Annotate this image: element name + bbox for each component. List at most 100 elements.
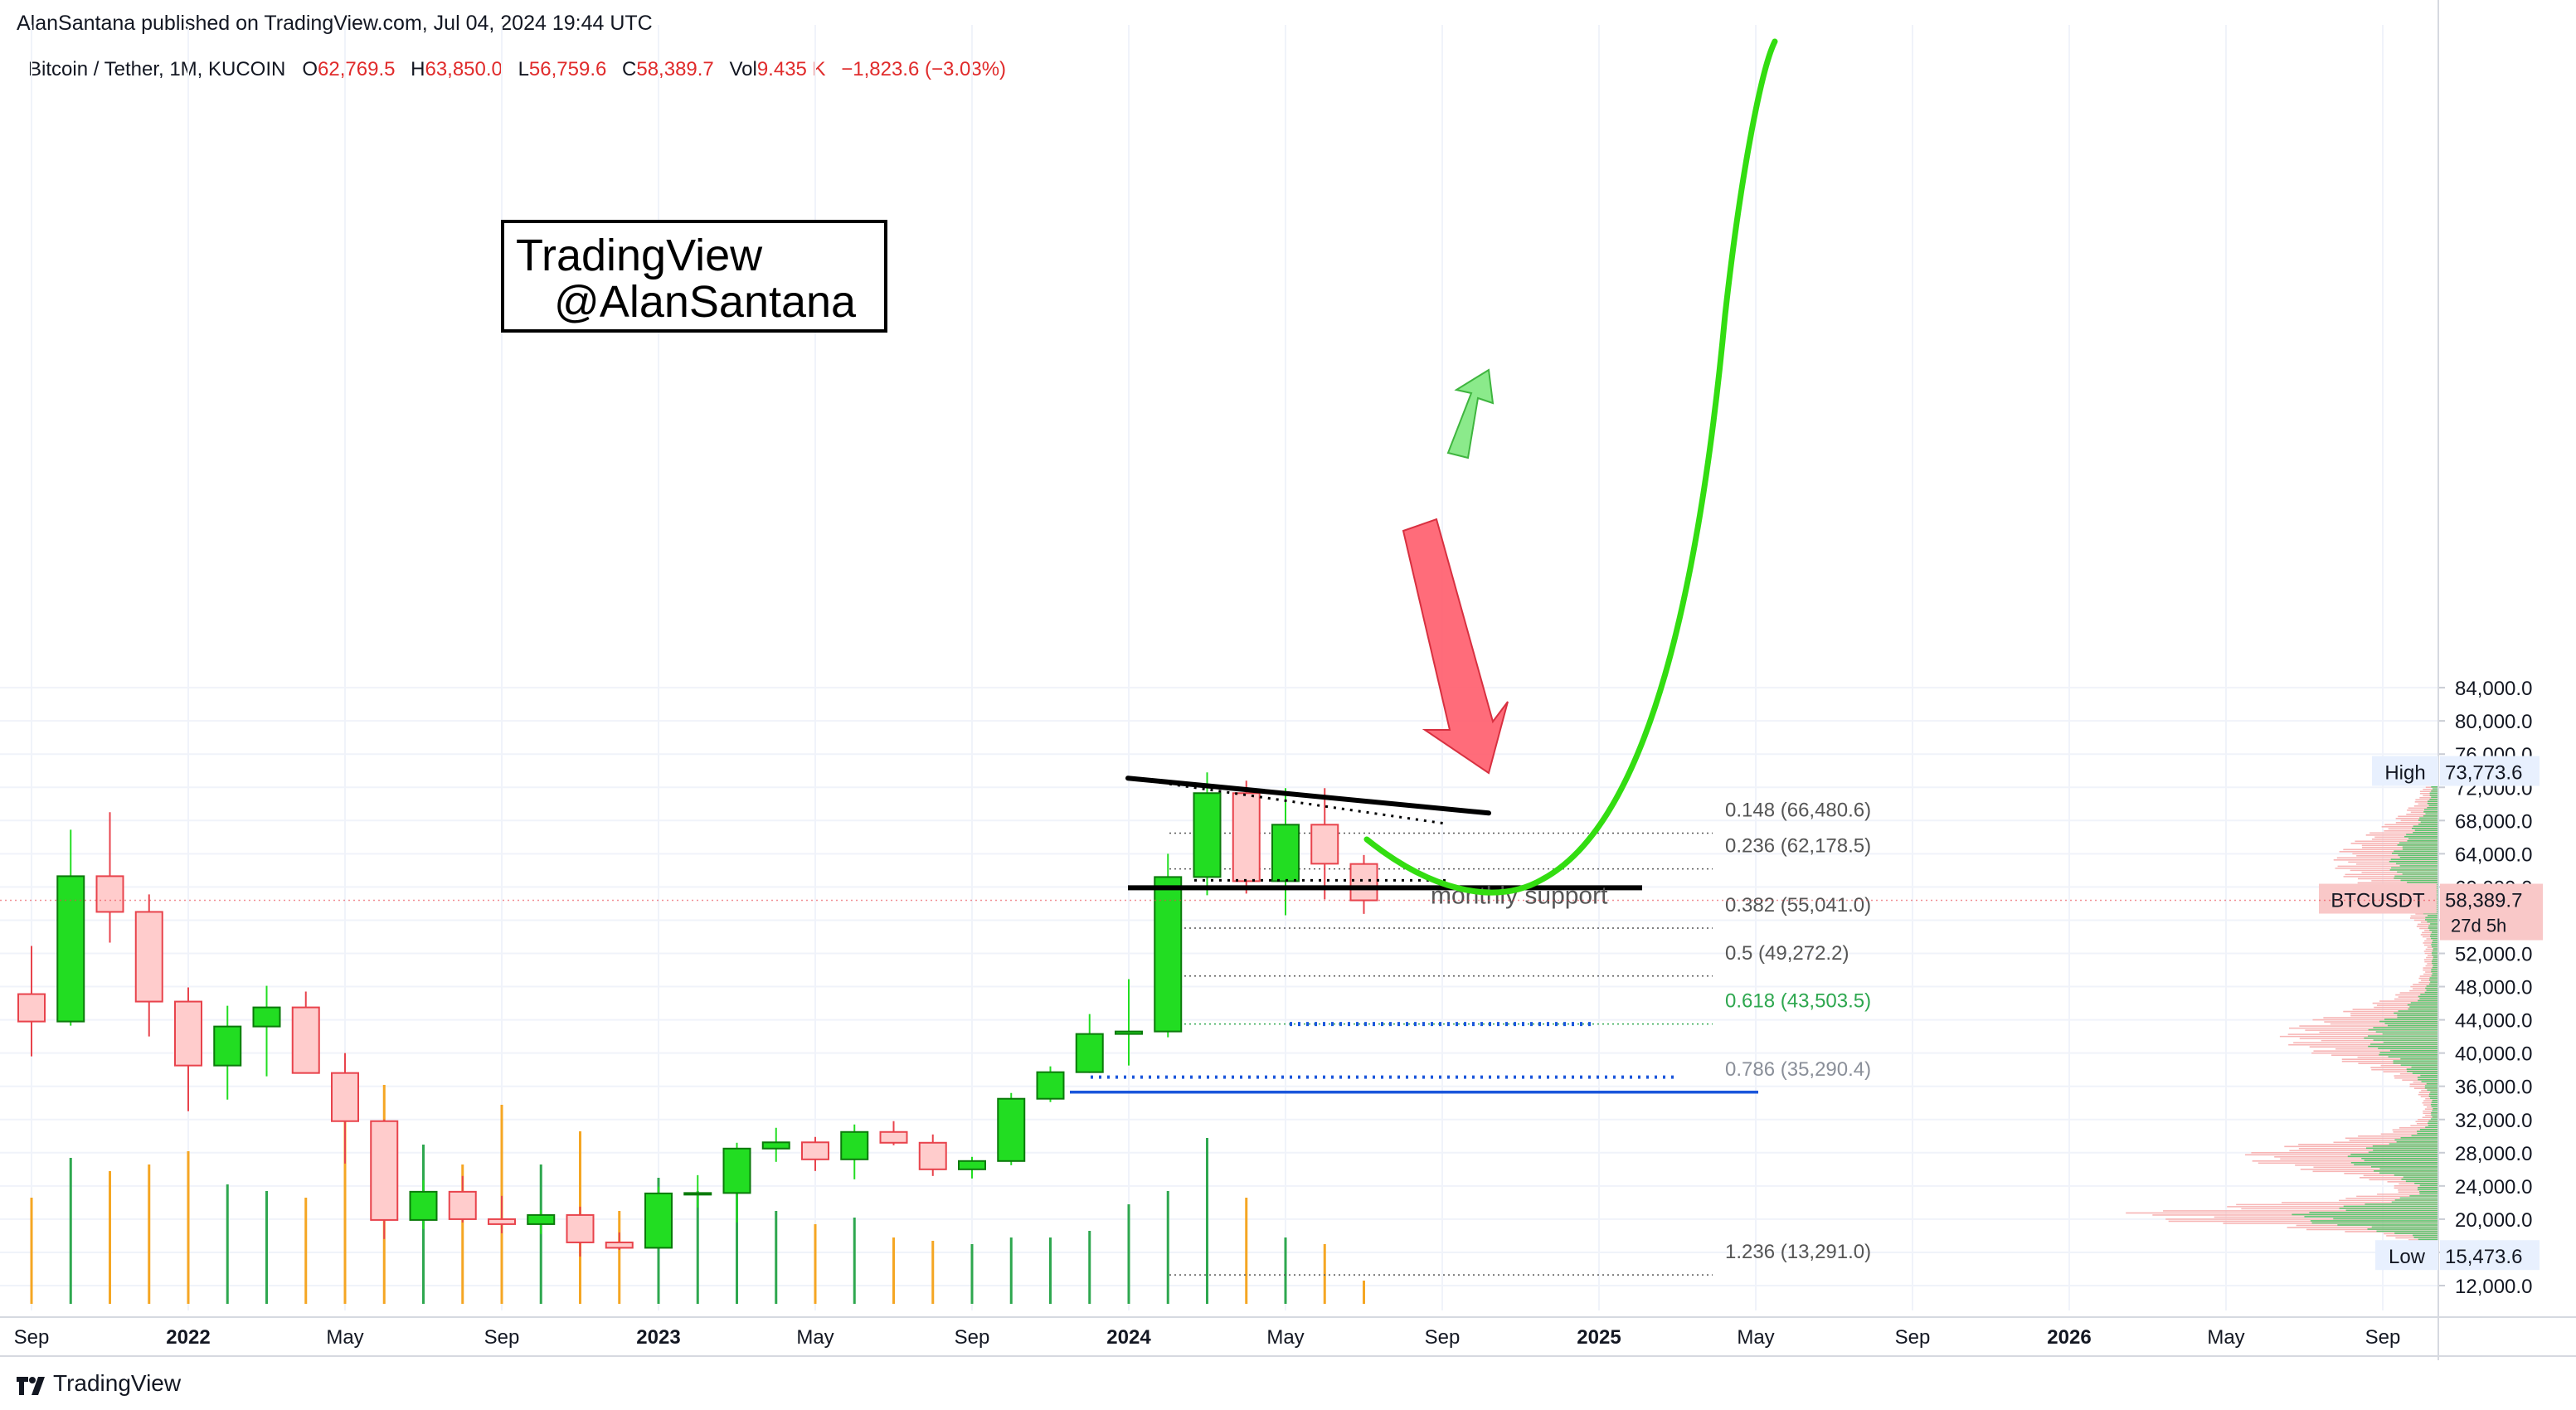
candle[interactable] xyxy=(409,1179,438,1229)
candle-body xyxy=(448,1190,477,1220)
candle-body xyxy=(918,1141,947,1170)
tradingview-logo-icon xyxy=(17,1374,46,1395)
candle-body xyxy=(958,1160,986,1170)
candle[interactable] xyxy=(918,1134,947,1176)
candle[interactable] xyxy=(252,985,281,1077)
candle[interactable] xyxy=(840,1124,869,1179)
candle-body xyxy=(134,911,163,1003)
candle-body xyxy=(1349,863,1378,902)
candle[interactable] xyxy=(1349,854,1378,914)
low-tag-label: Low xyxy=(2389,1246,2426,1268)
low-tag-bg xyxy=(2375,1240,2438,1271)
candle[interactable] xyxy=(761,1127,790,1162)
x-tick-label: May xyxy=(2207,1326,2244,1349)
candle[interactable] xyxy=(1036,1066,1065,1102)
candle[interactable] xyxy=(958,1156,986,1179)
candle[interactable] xyxy=(801,1136,829,1171)
candle[interactable] xyxy=(566,1206,595,1257)
candle[interactable] xyxy=(997,1092,1026,1165)
fib-label-0.618: 0.618 (43,503.5) xyxy=(1725,990,1871,1013)
fib-label-1.236: 1.236 (13,291.0) xyxy=(1725,1241,1871,1263)
close-label: C xyxy=(622,58,637,80)
high-value: 73,773.6 xyxy=(2445,761,2522,784)
candle[interactable] xyxy=(1310,788,1339,900)
candle-body xyxy=(605,1241,634,1249)
candle[interactable] xyxy=(213,1005,242,1100)
candle-body xyxy=(95,875,124,913)
candle-body xyxy=(1271,824,1300,882)
candle[interactable] xyxy=(1115,979,1143,1066)
candle[interactable] xyxy=(722,1142,751,1223)
candle[interactable] xyxy=(17,946,46,1057)
candle-body xyxy=(291,1006,320,1074)
candle[interactable] xyxy=(605,1232,634,1250)
y-tick-label: 28,000.0 xyxy=(2455,1143,2532,1165)
x-tick-label: Sep xyxy=(2365,1326,2401,1349)
tradingview-logo-text: TradingView xyxy=(53,1370,182,1396)
watermark-line-1: TradingView xyxy=(516,231,763,280)
candle-body xyxy=(1115,1030,1143,1035)
candle-body xyxy=(1036,1071,1065,1100)
dotted-trendline xyxy=(1169,782,1448,825)
candle[interactable] xyxy=(331,1053,359,1164)
candle[interactable] xyxy=(448,1175,477,1223)
y-tick-label: 40,000.0 xyxy=(2455,1043,2532,1066)
fib-label-0.148: 0.148 (66,480.6) xyxy=(1725,800,1871,822)
candle[interactable] xyxy=(1075,1014,1104,1073)
last-price-value: 58,389.7 xyxy=(2445,890,2522,912)
x-tick-label: Sep xyxy=(955,1326,990,1349)
candle[interactable] xyxy=(95,812,124,943)
high-value-bg xyxy=(2440,756,2540,786)
symbol-name[interactable]: Bitcoin / Tether, 1M, KUCOIN xyxy=(28,58,286,80)
candle-body xyxy=(997,1097,1026,1162)
candle-body xyxy=(801,1141,829,1160)
x-tick-label: 2024 xyxy=(1106,1326,1151,1349)
x-tick-label: Sep xyxy=(1895,1326,1931,1349)
candle-body xyxy=(1154,876,1183,1033)
candle[interactable] xyxy=(527,1209,556,1234)
drawings: monthly support xyxy=(1070,38,1778,1094)
y-tick-label: 32,000.0 xyxy=(2455,1110,2532,1132)
symbol-legend: Bitcoin / Tether, 1M, KUCOIN O62,769.5 H… xyxy=(28,58,1006,81)
candle[interactable] xyxy=(644,1186,673,1249)
candle[interactable] xyxy=(56,829,85,1026)
fib-label-0.236: 0.236 (62,178.5) xyxy=(1725,835,1871,858)
candle[interactable] xyxy=(134,894,163,1037)
y-tick-label: 64,000.0 xyxy=(2455,844,2532,866)
down-arrow xyxy=(1402,518,1509,775)
candle[interactable] xyxy=(1193,772,1222,896)
x-tick-label: Sep xyxy=(484,1326,520,1349)
candle-body xyxy=(488,1218,516,1225)
projection-curve xyxy=(1363,38,1778,896)
candle-body xyxy=(644,1192,673,1249)
low-value: 56,759.6 xyxy=(528,58,607,80)
candle[interactable] xyxy=(370,1119,399,1239)
open-label: O xyxy=(302,58,318,80)
candle[interactable] xyxy=(291,991,320,1074)
candle[interactable] xyxy=(879,1121,908,1145)
candle[interactable] xyxy=(1232,780,1261,894)
last-price-bg xyxy=(2440,883,2543,941)
y-tick-label: 24,000.0 xyxy=(2455,1176,2532,1198)
candle-body xyxy=(17,993,46,1023)
candle[interactable] xyxy=(683,1174,712,1208)
candle-body xyxy=(370,1120,399,1221)
candle-body xyxy=(252,1006,281,1028)
candle[interactable] xyxy=(488,1195,516,1233)
watermark-box: TradingView @AlanSantana xyxy=(501,220,887,333)
candle-body xyxy=(1193,792,1222,878)
candle-body xyxy=(879,1130,908,1144)
y-tick-label: 20,000.0 xyxy=(2455,1209,2532,1232)
change-value: −1,823.6 (−3.03%) xyxy=(841,58,1007,80)
candle[interactable] xyxy=(1271,788,1300,916)
tradingview-logo[interactable]: TradingView xyxy=(17,1370,181,1397)
y-tick-label: 48,000.0 xyxy=(2455,977,2532,999)
candle[interactable] xyxy=(174,987,202,1111)
bar-countdown: 27d 5h xyxy=(2451,916,2506,936)
chart-grid xyxy=(0,25,2438,1310)
candle-body xyxy=(527,1213,556,1225)
open-value: 62,769.5 xyxy=(318,58,396,80)
candle[interactable] xyxy=(1154,853,1183,1038)
high-tag-bg xyxy=(2372,756,2438,786)
